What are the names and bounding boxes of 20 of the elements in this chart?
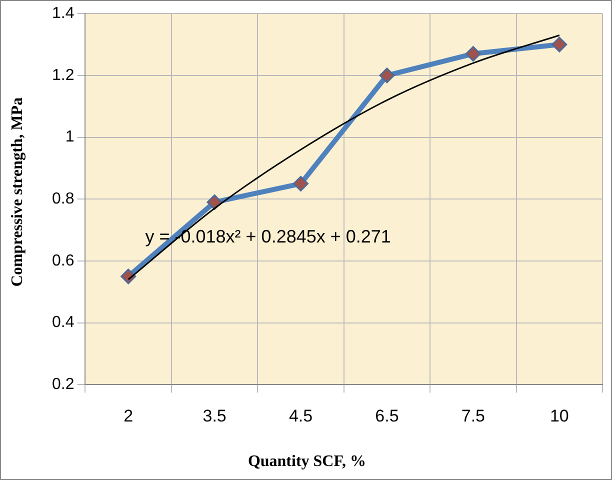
annotation: y = -0.018x² + 0.2845x + 0.271 <box>145 226 391 247</box>
point <box>293 176 309 192</box>
x-tick-label: 2 <box>124 406 134 426</box>
x-tick-label: 10 <box>550 406 569 426</box>
point <box>465 46 481 62</box>
x-axis-title: Quantity SCF, % <box>246 453 368 471</box>
y-tick-label: 1.4 <box>52 5 74 22</box>
y-tick-label: 1 <box>65 128 74 146</box>
y-tick-label: 0.2 <box>52 376 74 394</box>
y-axis-title: Compressive strength, MPa <box>9 96 27 289</box>
y-tick-label: 0.8 <box>52 190 74 208</box>
point <box>552 36 568 52</box>
y-tick-label: 0.6 <box>52 252 74 270</box>
x-tick-label: 7.5 <box>461 406 486 426</box>
point <box>379 68 395 84</box>
y-tick-label: 1.2 <box>52 66 74 84</box>
x-tick-label: 4.5 <box>288 406 313 426</box>
x-tick-label: 6.5 <box>375 406 399 426</box>
x-tick-label: 3.5 <box>202 406 226 426</box>
y-tick-label: 0.4 <box>52 314 74 332</box>
